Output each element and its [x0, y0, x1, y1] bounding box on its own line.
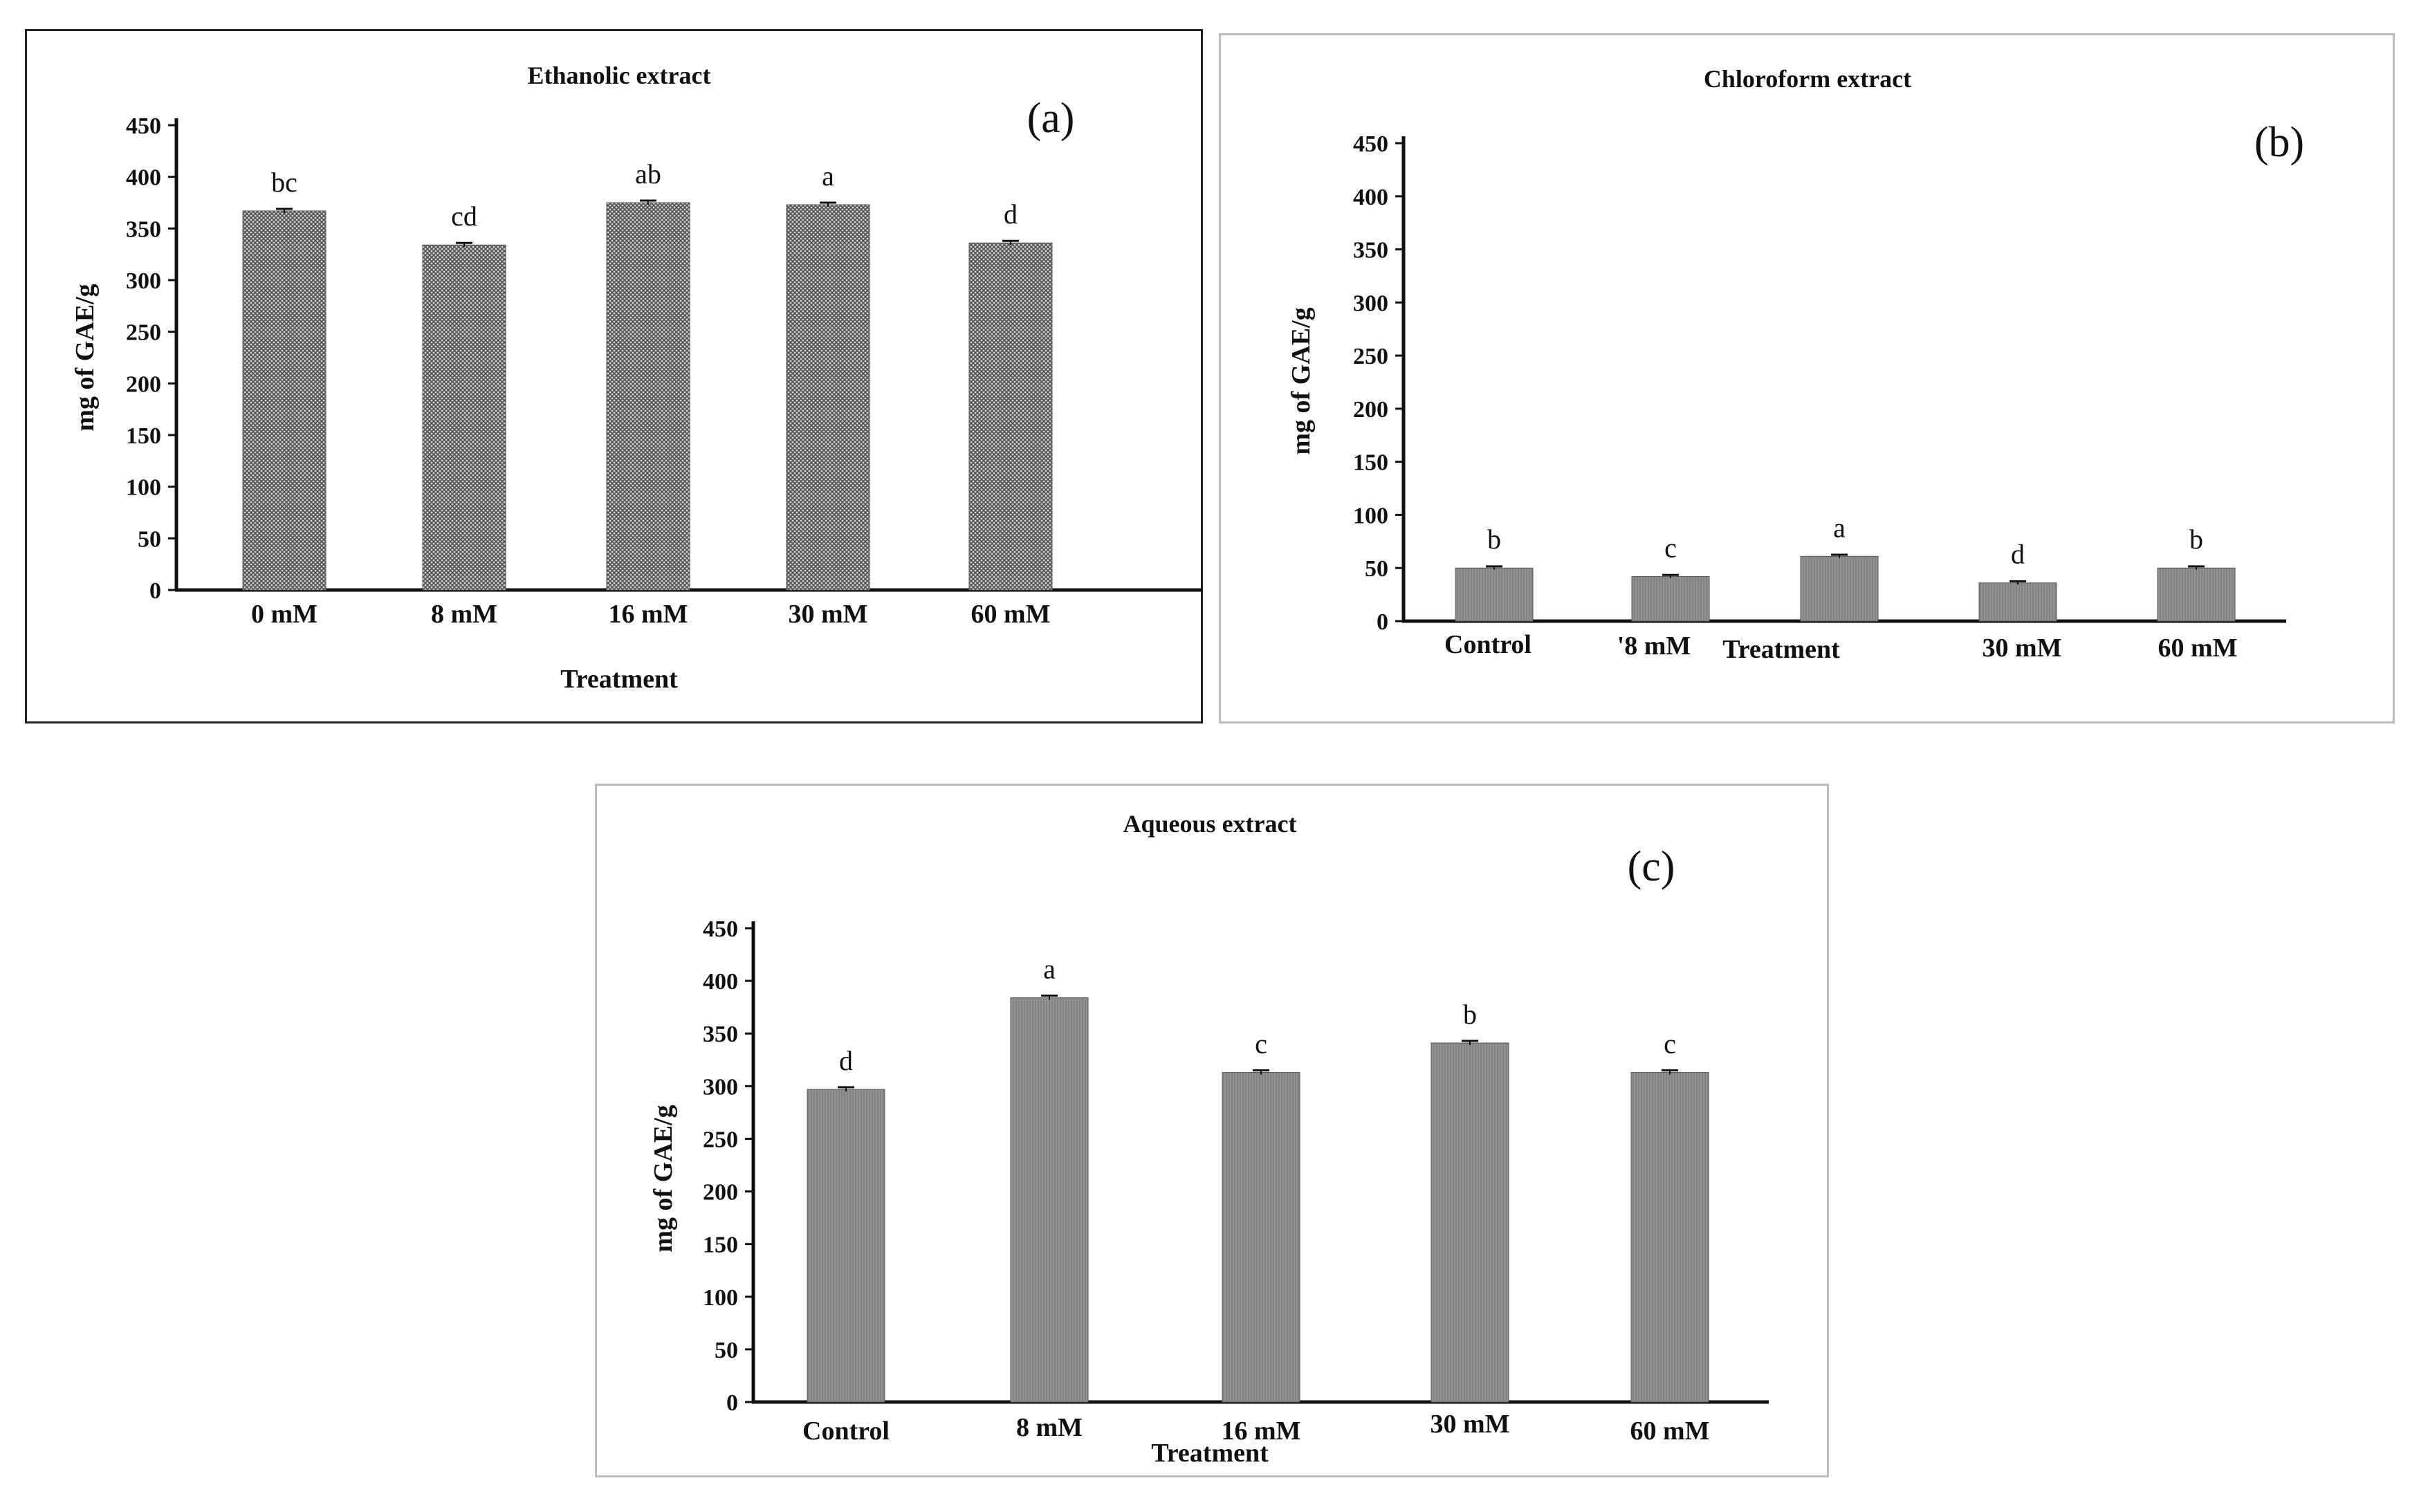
- bar: [1455, 567, 1534, 622]
- x-category-label: 60 mM: [2158, 634, 2237, 663]
- chart-title: Aqueous extract: [1123, 810, 1297, 838]
- chart-title: Chloroform extract: [1704, 65, 1911, 93]
- y-tick-label: 400: [126, 165, 161, 191]
- y-tick-label: 0: [149, 578, 161, 604]
- significance-letter: b: [1487, 524, 1501, 555]
- y-tick-label: 100: [126, 475, 161, 501]
- y-tick-label: 350: [126, 216, 161, 242]
- bar: [422, 244, 506, 591]
- x-category-label: 30 mM: [1982, 634, 2061, 663]
- y-tick-label: 350: [1353, 238, 1388, 264]
- y-tick-label: 400: [1353, 185, 1388, 210]
- significance-letter: a: [1043, 953, 1056, 984]
- bar: [968, 242, 1053, 591]
- bar: [242, 210, 326, 591]
- y-axis-title: mg of GAE/g: [1287, 307, 1316, 454]
- bar: [1800, 555, 1879, 622]
- x-category-label: 0 mM: [251, 600, 318, 629]
- y-tick-label: 150: [126, 423, 161, 449]
- bar: [606, 202, 690, 591]
- y-tick-label: 50: [138, 526, 161, 552]
- y-tick-label: 200: [1353, 397, 1388, 423]
- y-tick-label: 50: [1365, 556, 1388, 582]
- bar: [1010, 997, 1089, 1403]
- chart-c-svg: Aqueous extract (c) 0 50 100 150 200 250 300 350 4…: [649, 810, 1769, 1468]
- significance-letter: b: [2189, 524, 2203, 555]
- significance-letter: d: [839, 1045, 853, 1076]
- bar: [1631, 576, 1710, 622]
- panel-a-ethanolic: Ethanolic extract (a) 0 50 100 150 200 250 300 35…: [25, 29, 1203, 723]
- x-axis-title: Treatment: [560, 665, 678, 694]
- y-tick-label: 0: [1377, 609, 1388, 635]
- y-tick-label: 250: [703, 1127, 738, 1152]
- y-tick-label: 150: [703, 1233, 738, 1258]
- y-tick-label: 50: [715, 1338, 738, 1363]
- y-tick-label: 250: [126, 320, 161, 346]
- significance-letter: d: [2011, 539, 2025, 570]
- significance-letter: b: [1463, 999, 1477, 1030]
- chart-title: Ethanolic extract: [528, 62, 711, 89]
- significance-letter: d: [1004, 199, 1018, 230]
- panel-c-aqueous: Aqueous extract (c) 0 50 100 150 200 250 300 350 4…: [595, 784, 1829, 1477]
- y-tick-label: 200: [703, 1180, 738, 1206]
- y-tick-label: 350: [703, 1022, 738, 1047]
- panel-b-chloroform: Chloroform extract (b) 0 50 100 150 200 250 300 3…: [1219, 33, 2395, 723]
- y-tick-label: 450: [126, 113, 161, 139]
- y-tick-label: 150: [1353, 450, 1388, 476]
- significance-letter: c: [1255, 1029, 1267, 1060]
- y-axis-title: mg of GAE/g: [71, 284, 100, 431]
- y-tick-label: 300: [1353, 291, 1388, 316]
- x-category-label: 30 mM: [788, 600, 867, 629]
- bar: [1222, 1072, 1300, 1403]
- significance-letter: c: [1664, 533, 1677, 564]
- x-category-label: 16 mM: [608, 600, 688, 629]
- y-tick-label: 200: [126, 371, 161, 397]
- x-category-label: 60 mM: [1630, 1417, 1709, 1446]
- x-category-label: '8 mM: [1617, 631, 1691, 661]
- y-tick-label: 450: [1353, 131, 1388, 157]
- x-category-label: 16 mM: [1221, 1417, 1300, 1446]
- y-tick-label: 300: [126, 268, 161, 294]
- bar: [1630, 1072, 1709, 1403]
- significance-letter: a: [822, 160, 834, 192]
- significance-letter: c: [1664, 1029, 1676, 1060]
- bar: [2157, 567, 2236, 622]
- x-category-label: 30 mM: [1430, 1410, 1509, 1439]
- significance-letter: ab: [635, 158, 661, 190]
- panel-label: (a): [1027, 95, 1075, 142]
- y-tick-label: 400: [703, 969, 738, 995]
- bar: [1978, 582, 2057, 622]
- chart-a-svg: Ethanolic extract (a) 0 50 100 150 200 250 300 35…: [71, 62, 1203, 694]
- y-tick-label: 0: [726, 1390, 738, 1416]
- panel-label: (c): [1628, 843, 1675, 890]
- x-axis-title: Treatment: [1151, 1439, 1269, 1468]
- y-tick-label: 100: [1353, 503, 1388, 528]
- x-category-label: Control: [1444, 630, 1532, 659]
- y-tick-label: 300: [703, 1074, 738, 1100]
- y-axis-title: mg of GAE/g: [649, 1105, 678, 1252]
- significance-letter: a: [1833, 512, 1846, 543]
- chart-b-svg: Chloroform extract (b) 0 50 100 150 200 250 300 3…: [1287, 65, 2304, 664]
- y-tick-label: 450: [703, 916, 738, 942]
- x-axis-title: Treatment: [1722, 635, 1840, 664]
- x-category-label: 60 mM: [971, 600, 1050, 629]
- x-category-label: 8 mM: [431, 600, 497, 629]
- significance-letter: bc: [271, 167, 297, 198]
- bar: [1431, 1042, 1509, 1403]
- y-tick-label: 100: [703, 1285, 738, 1311]
- x-category-label: 8 mM: [1016, 1413, 1083, 1442]
- bar: [807, 1089, 885, 1403]
- panel-label: (b): [2254, 119, 2304, 166]
- significance-letter: cd: [451, 201, 477, 232]
- x-category-label: Control: [802, 1417, 890, 1446]
- bar: [786, 204, 870, 591]
- y-tick-label: 250: [1353, 344, 1388, 369]
